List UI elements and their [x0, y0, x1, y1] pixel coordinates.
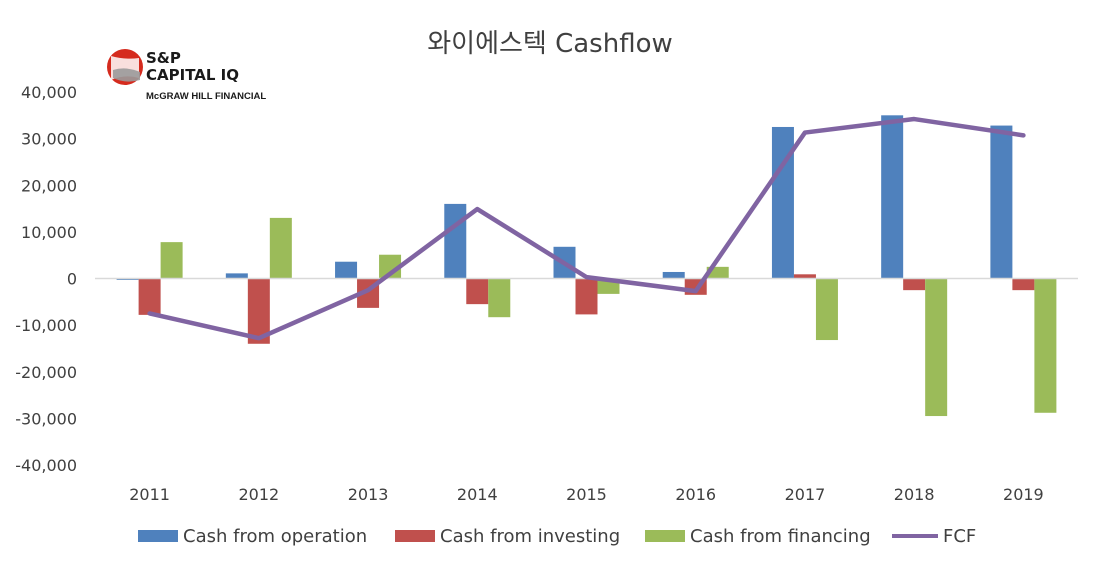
legend-swatch — [645, 530, 685, 542]
chart-title: 와이에스텍 Cashflow — [427, 29, 673, 59]
logo-line2: CAPITAL IQ — [146, 66, 239, 84]
x-tick-label: 2013 — [348, 485, 389, 504]
logo-line3: McGRAW HILL FINANCIAL — [146, 91, 266, 102]
y-tick-label: -20,000 — [15, 363, 77, 382]
logo-shade-icon — [113, 68, 140, 82]
x-tick-label: 2016 — [675, 485, 716, 504]
bar — [1034, 278, 1057, 413]
y-tick-label: 30,000 — [21, 130, 77, 149]
x-tick-label: 2019 — [1003, 485, 1044, 504]
x-tick-label: 2017 — [785, 485, 826, 504]
bar — [138, 278, 161, 315]
y-tick-label: 0 — [67, 270, 77, 289]
bar — [925, 278, 948, 417]
bar — [335, 261, 358, 279]
bar — [466, 278, 489, 305]
line-series — [147, 116, 1026, 341]
y-tick-label: -40,000 — [15, 456, 77, 475]
legend: Cash from operation Cash from investing Ca… — [138, 526, 976, 547]
bar — [706, 266, 729, 279]
bar — [793, 274, 816, 279]
bar — [1012, 278, 1035, 291]
bar — [269, 217, 292, 279]
x-tick-label: 2018 — [894, 485, 935, 504]
bar — [444, 203, 467, 279]
x-tick-label: 2014 — [457, 485, 498, 504]
y-tick-label: 40,000 — [21, 83, 77, 102]
y-tick-label: 20,000 — [21, 176, 77, 195]
x-tick-label: 2015 — [566, 485, 607, 504]
bar — [771, 126, 794, 279]
bar — [160, 242, 183, 279]
bar — [488, 278, 511, 318]
y-tick-label: -30,000 — [15, 409, 77, 428]
bar — [662, 271, 685, 279]
logo-line1: S&P — [146, 49, 181, 67]
bar — [990, 125, 1013, 279]
legend-label: Cash from operation — [183, 526, 367, 547]
bar — [379, 254, 402, 279]
legend-label: Cash from investing — [440, 526, 620, 547]
x-tick-label: 2011 — [129, 485, 170, 504]
bar — [815, 278, 838, 341]
legend-swatch — [138, 530, 178, 542]
bar-series — [116, 115, 1057, 417]
x-axis: 2011 2012 2013 2014 2015 2016 2017 2018 2019 — [129, 485, 1043, 504]
y-tick-label: 10,000 — [21, 223, 77, 242]
bar — [575, 278, 598, 315]
y-tick-label: -10,000 — [15, 316, 77, 335]
bar — [247, 278, 270, 344]
legend-label: FCF — [943, 526, 976, 547]
sp-capital-iq-logo: S&P CAPITAL IQ McGRAW HILL FINANCIAL — [107, 49, 266, 102]
y-axis: 40,000 30,000 20,000 10,000 0 -10,000 -20,000 -… — [15, 83, 77, 475]
x-tick-label: 2012 — [238, 485, 279, 504]
bar — [225, 273, 248, 279]
legend-swatch — [395, 530, 435, 542]
bar — [881, 115, 904, 279]
fcf-line — [147, 116, 1026, 341]
legend-label: Cash from financing — [690, 526, 871, 547]
bar — [903, 278, 926, 291]
